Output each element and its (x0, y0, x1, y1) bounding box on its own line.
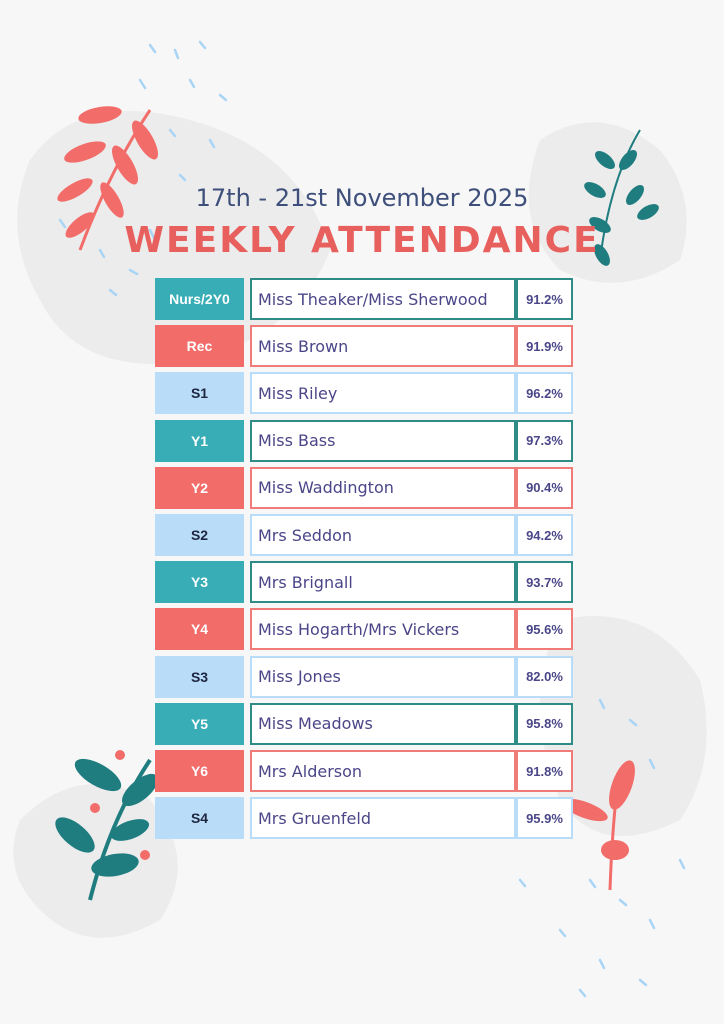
table-row: Y2 Miss Waddington 90.4% (155, 466, 573, 509)
table-row: S3 Miss Jones 82.0% (155, 655, 573, 698)
class-label: S3 (155, 655, 244, 698)
class-label: Y6 (155, 750, 244, 792)
date-range: 17th - 21st November 2025 (195, 184, 529, 212)
background-blob (540, 616, 707, 836)
attendance-percentage: 93.7% (516, 561, 573, 604)
table-row: S1 Miss Riley 96.2% (155, 372, 573, 415)
table-row: S4 Mrs Gruenfeld 95.9% (155, 797, 573, 840)
attendance-percentage: 91.2% (516, 278, 573, 320)
dash-pattern (58, 40, 686, 998)
table-row: Rec Miss Brown 91.9% (155, 325, 573, 368)
class-label: Y4 (155, 608, 244, 651)
background-blob (528, 122, 687, 283)
class-label: Y1 (155, 419, 244, 462)
table-row: Nurs/2Y0 Miss Theaker/Miss Sherwood 91.2% (155, 278, 573, 320)
table-row: Y1 Miss Bass 97.3% (155, 419, 573, 462)
attendance-percentage: 90.4% (516, 466, 573, 509)
bottom-right-plant (562, 760, 635, 891)
attendance-percentage: 94.2% (516, 514, 573, 556)
teacher-name: Mrs Alderson (250, 750, 516, 792)
class-label: Y2 (155, 466, 244, 509)
class-label: Nurs/2Y0 (155, 278, 244, 320)
bottom-left-plant (55, 750, 159, 901)
attendance-percentage: 96.2% (516, 372, 573, 415)
teacher-name: Miss Hogarth/Mrs Vickers (250, 608, 516, 651)
coral-leaf-branch (57, 106, 158, 251)
attendance-percentage: 95.8% (516, 702, 573, 745)
teacher-name: Miss Bass (250, 419, 516, 462)
table-row: Y3 Mrs Brignall 93.7% (155, 561, 573, 604)
attendance-percentage: 95.6% (516, 608, 573, 651)
page-title: WEEKLY ATTENDANCE (124, 220, 600, 261)
teacher-name: Mrs Gruenfeld (250, 797, 516, 840)
attendance-percentage: 82.0% (516, 655, 573, 698)
teacher-name: Mrs Brignall (250, 561, 516, 604)
class-label: Y5 (155, 702, 244, 745)
teacher-name: Miss Waddington (250, 466, 516, 509)
table-row: Y4 Miss Hogarth/Mrs Vickers 95.6% (155, 608, 573, 651)
teacher-name: Miss Riley (250, 372, 516, 415)
class-label: Y3 (155, 561, 244, 604)
teal-leaf-branch (584, 129, 659, 266)
class-label: Rec (155, 325, 244, 368)
teacher-name: Miss Brown (250, 325, 516, 368)
teacher-name: Miss Meadows (250, 702, 516, 745)
attendance-percentage: 97.3% (516, 419, 573, 462)
attendance-percentage: 91.9% (516, 325, 573, 368)
teacher-name: Miss Jones (250, 655, 516, 698)
table-row: S2 Mrs Seddon 94.2% (155, 514, 573, 556)
class-label: S2 (155, 514, 244, 556)
class-label: S1 (155, 372, 244, 415)
attendance-percentage: 91.8% (516, 750, 573, 792)
class-label: S4 (155, 797, 244, 840)
table-row: Y5 Miss Meadows 95.8% (155, 702, 573, 745)
teacher-name: Mrs Seddon (250, 514, 516, 556)
attendance-percentage: 95.9% (516, 797, 573, 840)
table-row: Y6 Mrs Alderson 91.8% (155, 750, 573, 792)
teacher-name: Miss Theaker/Miss Sherwood (250, 278, 516, 320)
